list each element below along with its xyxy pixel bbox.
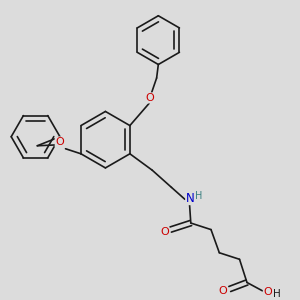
- Text: H: H: [273, 290, 280, 299]
- Text: O: O: [263, 287, 272, 297]
- Text: H: H: [195, 191, 203, 201]
- Text: O: O: [219, 286, 228, 296]
- Text: O: O: [146, 93, 154, 103]
- Text: O: O: [55, 137, 64, 147]
- Text: O: O: [160, 227, 169, 237]
- Text: N: N: [186, 192, 195, 205]
